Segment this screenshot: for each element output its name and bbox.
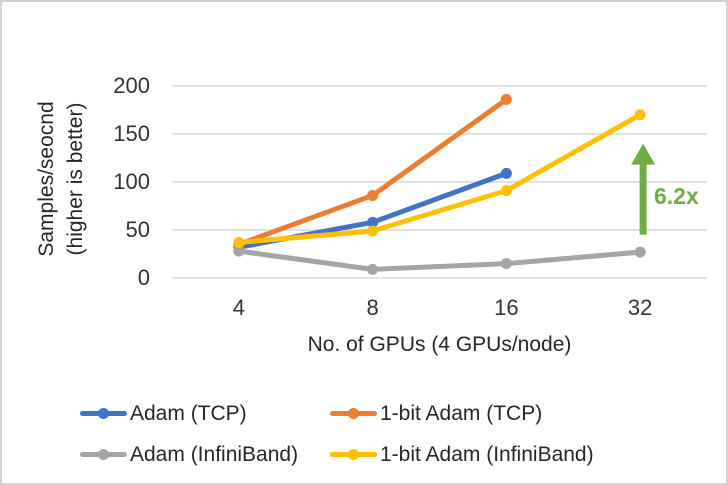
- legend-dot-icon: [98, 408, 109, 419]
- legend-item-1bit-adam-infiniband: 1-bit Adam (InfiniBand): [330, 441, 594, 468]
- data-point: [233, 245, 245, 257]
- y-tick-label: 0: [137, 265, 150, 290]
- speedup-arrow-head-icon: [631, 143, 656, 165]
- legend-marker-adam-infiniband: [80, 441, 127, 468]
- data-point: [367, 263, 379, 275]
- data-point: [500, 258, 512, 270]
- y-tick-label: 200: [113, 73, 150, 98]
- legend-label: 1-bit Adam (InfiniBand): [380, 442, 594, 466]
- data-point: [634, 109, 646, 121]
- legend-dot-icon: [348, 449, 359, 460]
- y-axis-title: Samples/seocnd (higher is better): [32, 101, 90, 256]
- x-axis-title: No. of GPUs (4 GPUs/node): [307, 333, 572, 356]
- legend-label: Adam (InfiniBand): [130, 442, 299, 466]
- legend-item-adam-infiniband: Adam (InfiniBand): [80, 441, 298, 468]
- data-point: [233, 236, 245, 248]
- y-axis-title-line1: Samples/seocnd: [35, 101, 58, 257]
- series-line: [236, 248, 643, 272]
- legend-dot-icon: [348, 408, 359, 419]
- data-point: [500, 185, 512, 197]
- legend-item-adam-tcp: Adam (TCP): [80, 400, 247, 427]
- legend-label: 1-bit Adam (TCP): [380, 401, 543, 425]
- data-point: [367, 189, 379, 201]
- data-point: [500, 167, 512, 179]
- legend-marker-adam-tcp: [80, 400, 127, 427]
- legend-dot-icon: [98, 449, 109, 460]
- y-tick-label: 150: [113, 121, 150, 146]
- y-tick-label: 50: [125, 217, 150, 242]
- legend-label: Adam (TCP): [130, 401, 247, 425]
- x-tick-label: 32: [627, 295, 653, 320]
- speedup-annotation-label: 6.2x: [654, 183, 699, 209]
- x-tick-label: 8: [366, 295, 379, 320]
- series-line: [236, 112, 643, 245]
- y-tick-label: 100: [113, 169, 150, 194]
- data-point: [634, 246, 646, 258]
- data-point: [367, 225, 379, 237]
- data-point: [367, 216, 379, 228]
- x-tick-label: 4: [232, 295, 245, 320]
- data-point: [500, 93, 512, 105]
- legend-marker-1bit-adam-tcp: [330, 400, 377, 427]
- x-tick-label: 16: [494, 295, 519, 320]
- y-axis-title-line2: (higher is better): [64, 102, 87, 256]
- legend-marker-1bit-adam-infiniband: [330, 441, 377, 468]
- legend-item-1bit-adam-tcp: 1-bit Adam (TCP): [330, 400, 542, 427]
